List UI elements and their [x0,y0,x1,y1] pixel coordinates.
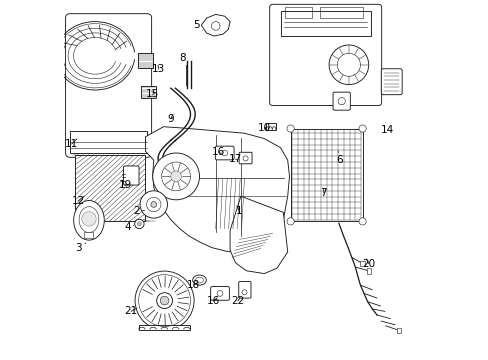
Circle shape [160,296,168,305]
Circle shape [152,153,199,200]
Circle shape [156,293,172,309]
Polygon shape [230,196,287,274]
Text: 17: 17 [228,154,242,164]
Bar [284,7,311,18]
Text: 11: 11 [65,139,78,149]
Text: 15: 15 [146,89,159,99]
Bar [280,11,370,36]
Circle shape [286,218,294,225]
Circle shape [134,219,144,229]
Text: 10: 10 [257,123,270,133]
Text: 5: 5 [193,20,203,31]
Text: 2: 2 [133,206,144,216]
Circle shape [140,191,167,218]
FancyBboxPatch shape [269,4,381,105]
Text: 4: 4 [124,222,134,232]
Polygon shape [145,127,289,253]
Text: 13: 13 [152,64,165,74]
Circle shape [81,212,96,226]
Bar [75,155,145,221]
Circle shape [151,202,156,207]
Circle shape [358,218,366,225]
Circle shape [135,271,194,330]
FancyBboxPatch shape [239,152,251,164]
FancyBboxPatch shape [381,69,401,95]
Text: 8: 8 [179,53,186,66]
Bar [396,328,401,333]
Text: 1: 1 [235,206,242,216]
Text: 16: 16 [207,296,220,306]
Text: 19: 19 [118,180,131,190]
Circle shape [137,222,141,226]
Bar [70,131,147,153]
Bar [320,7,363,18]
FancyBboxPatch shape [238,282,250,298]
Text: 20: 20 [362,258,374,269]
Text: 14: 14 [380,122,394,135]
FancyBboxPatch shape [332,92,349,110]
Text: 7: 7 [320,188,326,198]
Text: 16: 16 [211,147,225,157]
Bar [138,53,152,68]
Ellipse shape [192,275,206,285]
FancyBboxPatch shape [65,14,151,157]
Text: 3: 3 [76,243,85,253]
FancyBboxPatch shape [123,166,139,185]
Text: 21: 21 [124,306,138,316]
Text: 22: 22 [231,296,244,306]
Bar [84,232,93,238]
Circle shape [170,171,181,182]
Circle shape [286,125,294,132]
Bar [360,261,364,266]
Text: 6: 6 [336,151,343,165]
Text: 18: 18 [186,280,200,290]
Bar [366,268,370,274]
Bar [141,86,156,98]
Ellipse shape [74,201,104,240]
Bar [139,325,189,330]
Circle shape [358,125,366,132]
Text: 12: 12 [71,196,84,206]
Polygon shape [201,14,230,36]
FancyBboxPatch shape [210,287,229,300]
Text: 9: 9 [167,114,174,124]
Bar [265,123,276,130]
FancyBboxPatch shape [215,146,234,160]
Bar [290,129,362,221]
Circle shape [328,45,368,85]
